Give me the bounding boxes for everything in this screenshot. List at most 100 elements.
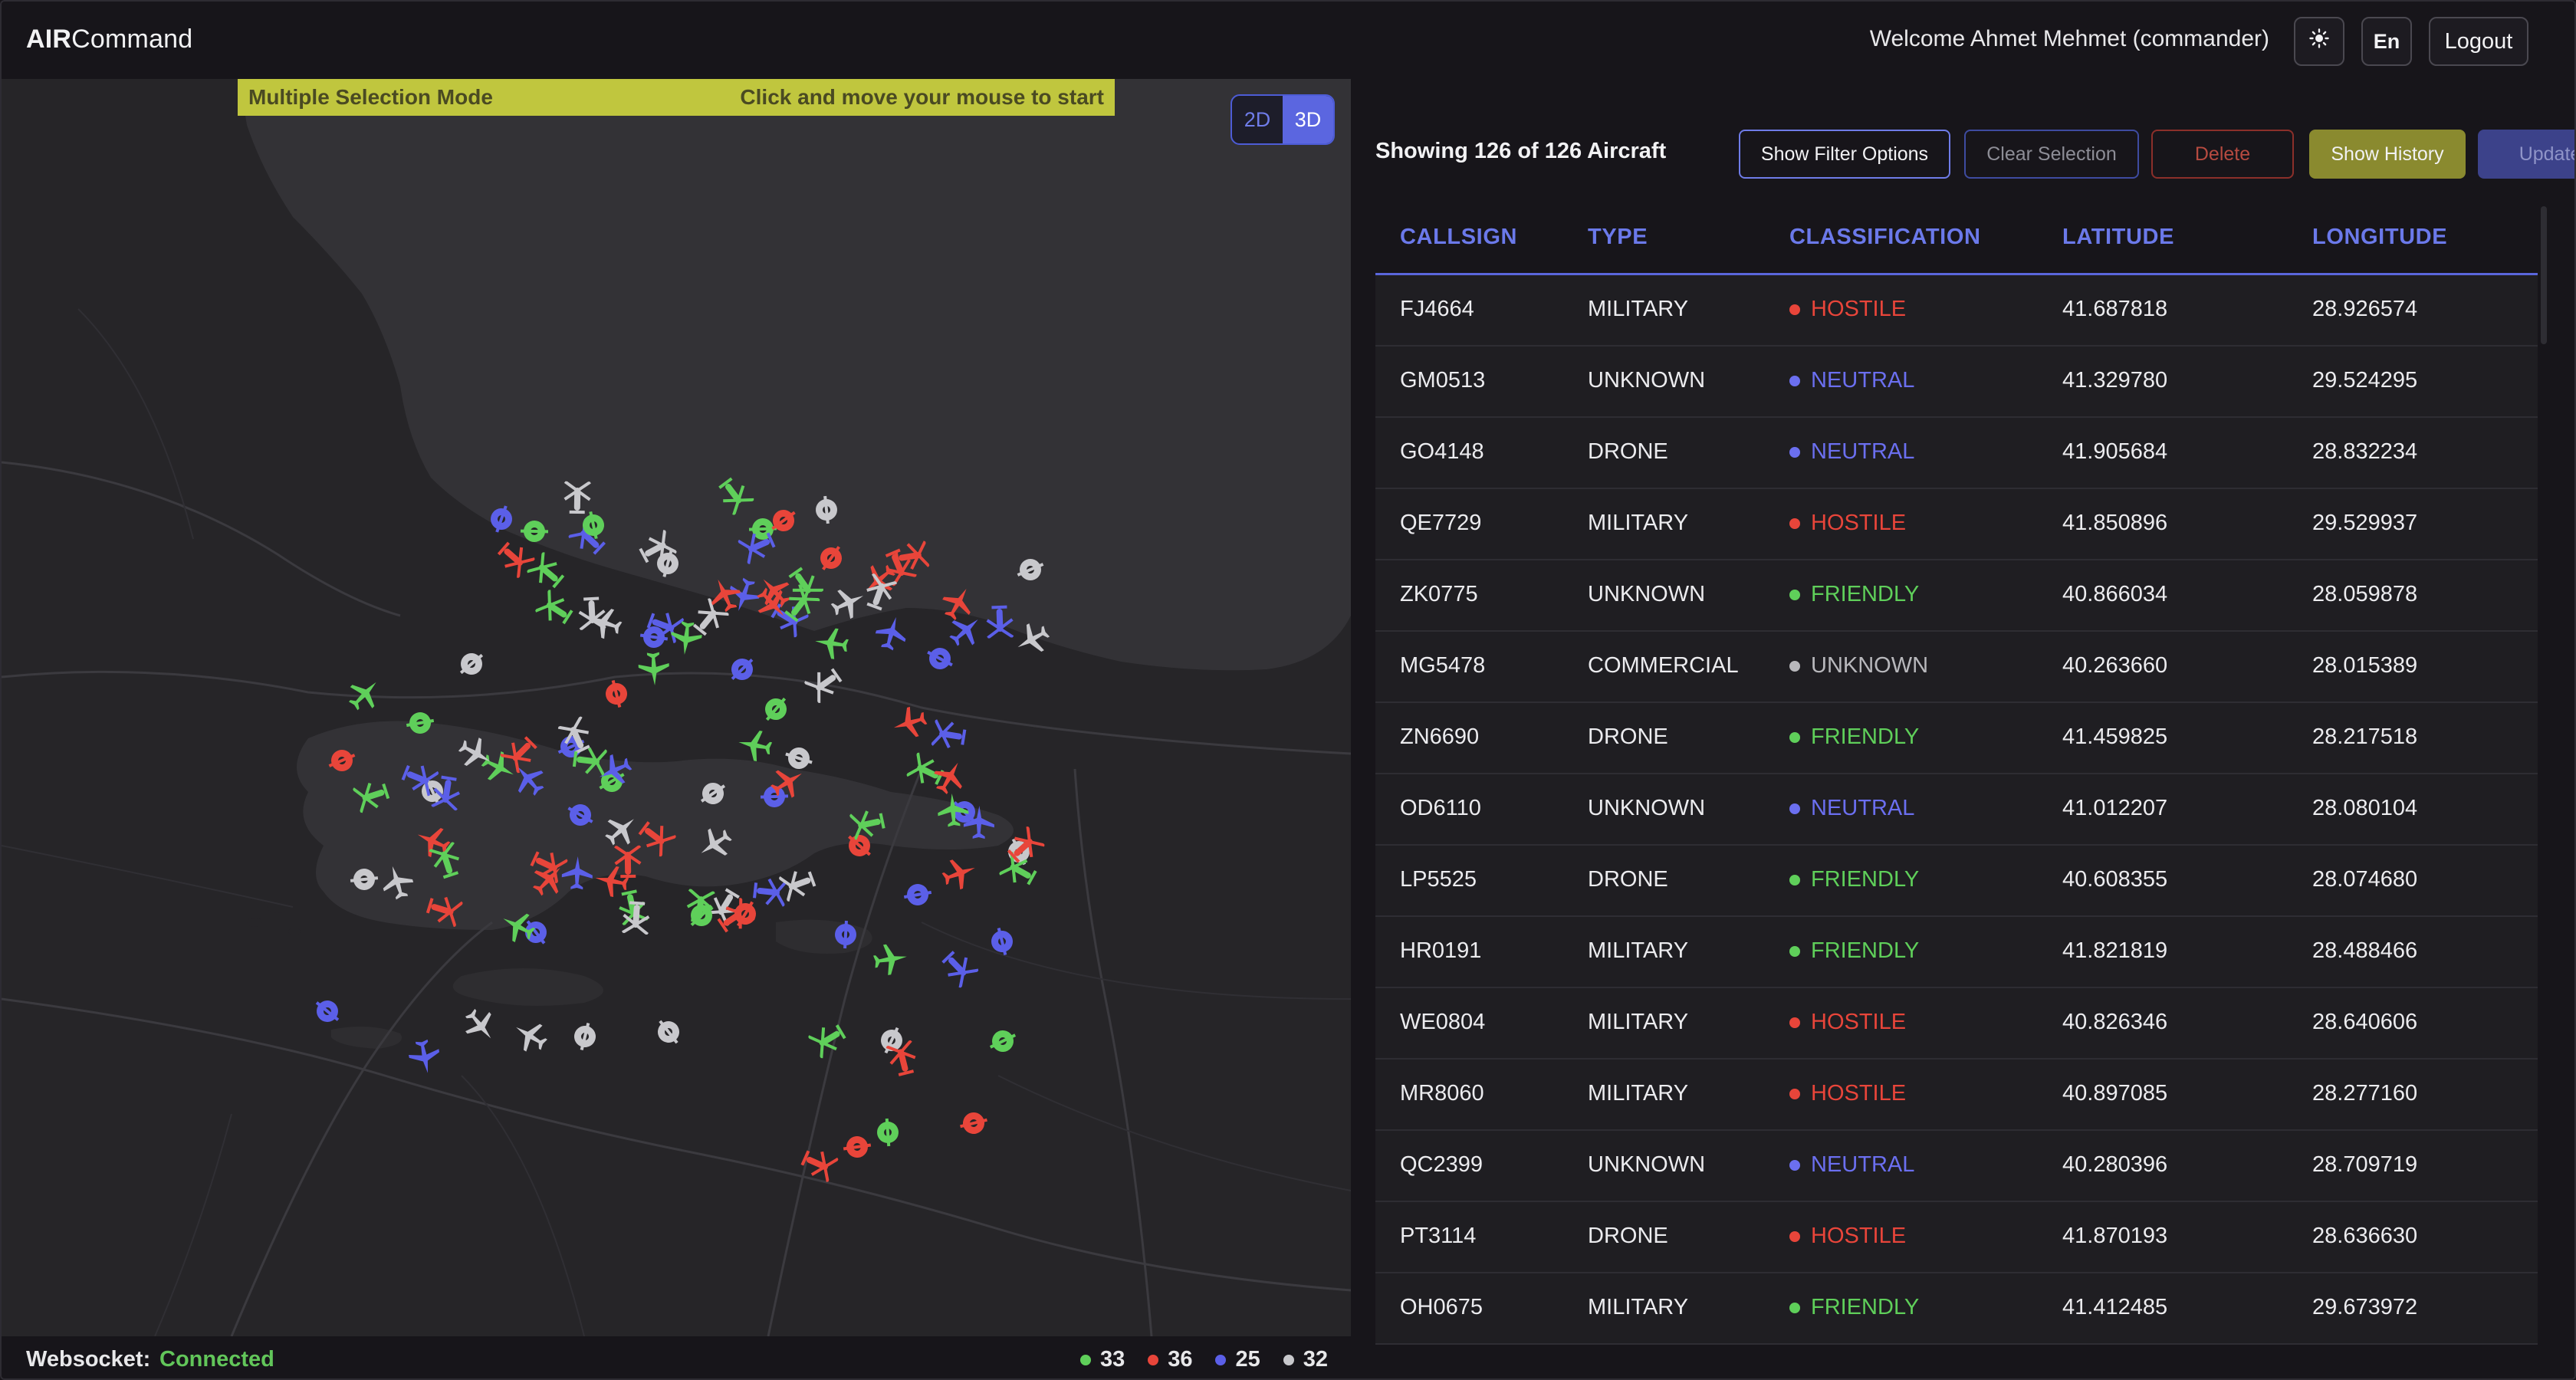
helicopter-icon[interactable] <box>629 810 680 862</box>
helicopter-icon[interactable] <box>996 847 1046 897</box>
plane-icon[interactable] <box>374 859 420 905</box>
drone-icon[interactable] <box>776 735 822 781</box>
helicopter-icon[interactable] <box>701 879 751 929</box>
logout-button[interactable]: Logout <box>2429 17 2528 66</box>
plane-icon[interactable] <box>451 729 501 779</box>
plane-icon[interactable] <box>870 938 912 981</box>
plane-icon[interactable] <box>590 859 632 902</box>
show-history-button[interactable]: Show History <box>2309 130 2466 179</box>
drone-icon[interactable] <box>980 919 1024 964</box>
drone-icon[interactable] <box>807 490 847 531</box>
helicopter-icon[interactable] <box>931 940 983 992</box>
table-row[interactable]: LP5525 DRONE FRIENDLY 40.608355 28.074680 <box>1375 846 2538 917</box>
helicopter-icon[interactable] <box>792 1138 840 1187</box>
plane-icon[interactable] <box>455 1000 507 1052</box>
helicopter-icon[interactable] <box>496 725 548 777</box>
drone-icon[interactable] <box>317 737 366 785</box>
helicopter-icon[interactable] <box>800 657 852 708</box>
plane-icon[interactable] <box>720 572 767 619</box>
plane-icon[interactable] <box>869 610 914 656</box>
plane-icon[interactable] <box>503 753 555 805</box>
helicopter-icon[interactable] <box>559 480 596 519</box>
helicopter-icon[interactable] <box>707 468 758 519</box>
table-row[interactable]: QC2399 UNKNOWN NEUTRAL 40.280396 28.709719 <box>1375 1131 2538 1202</box>
drone-icon[interactable] <box>478 495 525 542</box>
helicopter-icon[interactable] <box>680 888 721 929</box>
drone-icon[interactable] <box>642 1006 694 1057</box>
drone-icon[interactable] <box>836 1126 878 1168</box>
view-3d-button[interactable]: 3D <box>1283 96 1333 143</box>
helicopter-icon[interactable] <box>682 594 734 646</box>
helicopter-icon[interactable] <box>736 521 784 569</box>
helicopter-icon[interactable] <box>774 580 825 632</box>
plane-icon[interactable] <box>523 853 575 905</box>
helicopter-icon[interactable] <box>609 845 646 883</box>
helicopter-icon[interactable] <box>805 1013 856 1063</box>
plane-icon[interactable] <box>824 578 873 627</box>
drone-icon[interactable] <box>344 859 385 899</box>
plane-icon[interactable] <box>558 853 596 892</box>
helicopter-icon[interactable] <box>616 896 656 936</box>
show-filter-button[interactable]: Show Filter Options <box>1739 130 1950 179</box>
helicopter-icon[interactable] <box>419 886 465 932</box>
helicopter-icon[interactable] <box>881 1039 925 1083</box>
plane-icon[interactable] <box>339 668 391 720</box>
plane-icon[interactable] <box>810 622 852 663</box>
helicopter-icon[interactable] <box>981 601 1019 640</box>
table-scrollbar[interactable] <box>2541 206 2547 344</box>
table-row[interactable]: PT3114 DRONE HOSTILE 41.870193 28.636630 <box>1375 1202 2538 1273</box>
helicopter-icon[interactable] <box>931 714 973 756</box>
helicopter-icon[interactable] <box>997 822 1050 874</box>
plane-icon[interactable] <box>493 901 543 951</box>
map-view[interactable]: Multiple Selection Mode Click and move y… <box>2 79 1351 1336</box>
column-callsign[interactable]: CALLSIGN <box>1400 225 1518 249</box>
helicopter-icon[interactable] <box>553 714 602 763</box>
helicopter-icon[interactable] <box>521 840 570 889</box>
drone-icon[interactable] <box>555 790 606 841</box>
table-row[interactable]: QE7729 MILITARY HOSTILE 41.850896 29.529937 <box>1375 489 2538 560</box>
drone-icon[interactable] <box>399 702 442 744</box>
helicopter-icon[interactable] <box>487 531 539 583</box>
drone-icon[interactable] <box>757 495 809 546</box>
drone-icon[interactable] <box>571 503 615 547</box>
helicopter-icon[interactable] <box>532 585 583 636</box>
table-row[interactable]: OD6110 UNKNOWN NEUTRAL 41.012207 28.080104 <box>1375 774 2538 846</box>
helicopter-icon[interactable] <box>426 769 468 811</box>
table-row[interactable]: HR0191 MILITARY FRIENDLY 41.821819 28.488466 <box>1375 917 2538 988</box>
column-latitude[interactable]: LATITUDE <box>2062 225 2175 249</box>
plane-icon[interactable] <box>504 1010 555 1061</box>
drone-icon[interactable] <box>716 643 768 695</box>
helicopter-icon[interactable] <box>848 801 892 845</box>
plane-icon[interactable] <box>925 751 975 802</box>
update-button[interactable]: Update <box>2478 130 2574 179</box>
language-button[interactable]: En <box>2361 17 2412 66</box>
plane-icon[interactable] <box>590 746 638 794</box>
helicopter-icon[interactable] <box>523 547 575 600</box>
drone-icon[interactable] <box>594 672 639 716</box>
plane-icon[interactable] <box>934 790 973 829</box>
drone-icon[interactable] <box>750 684 802 736</box>
plane-icon[interactable] <box>1007 615 1057 665</box>
helicopter-icon[interactable] <box>424 840 470 886</box>
helicopter-icon[interactable] <box>873 540 922 589</box>
view-2d-button[interactable]: 2D <box>1244 107 1271 131</box>
drone-icon[interactable] <box>687 767 738 819</box>
table-row[interactable]: GO4148 DRONE NEUTRAL 41.905684 28.832234 <box>1375 418 2538 489</box>
plane-icon[interactable] <box>408 817 456 866</box>
drone-icon[interactable] <box>1006 545 1054 593</box>
drone-icon[interactable] <box>510 906 561 958</box>
plane-icon[interactable] <box>402 1035 445 1078</box>
delete-button[interactable]: Delete <box>2151 130 2294 179</box>
plane-icon[interactable] <box>665 619 706 659</box>
drone-icon[interactable] <box>951 1101 995 1145</box>
plane-icon[interactable] <box>886 700 932 746</box>
column-classification[interactable]: CLASSIFICATION <box>1789 225 1981 249</box>
helicopter-icon[interactable] <box>351 772 397 818</box>
drone-icon[interactable] <box>834 820 886 872</box>
table-row[interactable]: OH0675 MILITARY FRIENDLY 41.412485 29.673972 <box>1375 1273 2538 1345</box>
drone-icon[interactable] <box>445 638 498 690</box>
table-row[interactable]: MG5478 COMMERCIAL UNKNOWN 40.263660 28.01538… <box>1375 632 2538 703</box>
plane-icon[interactable] <box>475 743 524 792</box>
column-type[interactable]: TYPE <box>1588 225 1648 249</box>
clear-selection-button[interactable]: Clear Selection <box>1964 130 2139 179</box>
